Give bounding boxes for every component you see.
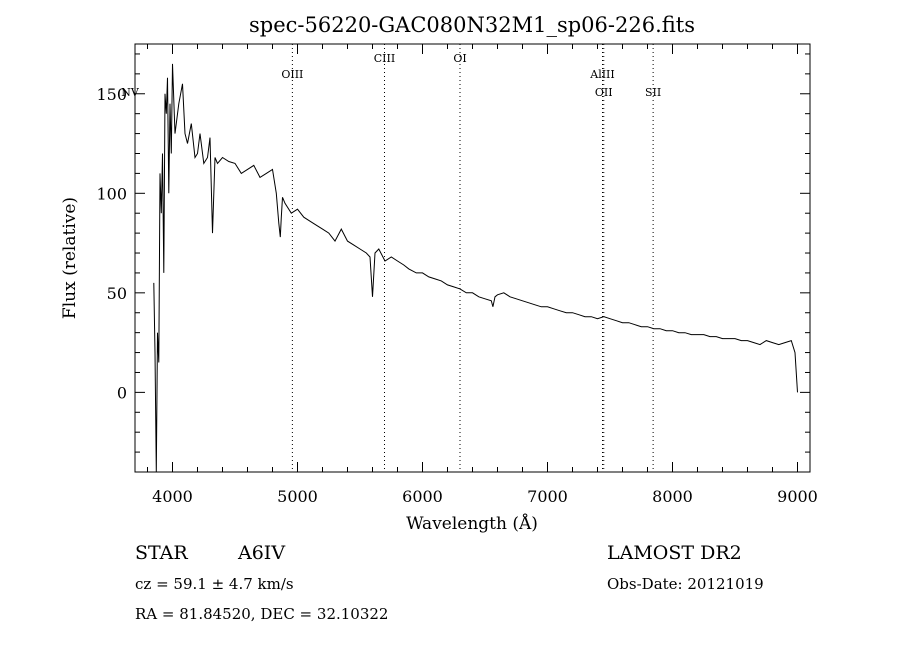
y-tick-label: 150 <box>96 85 127 104</box>
class-label: STAR <box>135 542 188 564</box>
x-tick-label: 9000 <box>777 487 818 506</box>
x-tick-label: 8000 <box>652 487 693 506</box>
x-tick-label: 7000 <box>527 487 568 506</box>
line-label-ciii: CIII <box>374 52 395 65</box>
survey-label: LAMOST DR2 <box>607 542 742 564</box>
line-label-oi: OI <box>453 52 466 65</box>
x-axis-label: Wavelength (Å) <box>406 513 538 534</box>
line-label-sii: SII <box>645 86 661 99</box>
x-axis-ticks: 4000 5000 6000 7000 8000 9000 <box>147 44 818 506</box>
x-tick-label: 4000 <box>152 487 193 506</box>
redshift-text: cz = 59.1 ± 4.7 km/s <box>135 575 294 593</box>
coordinates-text: RA = 81.84520, DEC = 32.10322 <box>135 605 388 623</box>
obs-date-text: Obs-Date: 20121019 <box>607 575 764 593</box>
line-label-nv: NV <box>121 86 140 99</box>
line-label-oii: OII <box>595 86 613 99</box>
y-tick-label: 100 <box>96 184 127 203</box>
spectrum-series-line <box>153 63 798 473</box>
x-tick-label: 5000 <box>277 487 318 506</box>
spectral-line-markers: NV OIII CIII OI AlIII OII SII <box>121 44 661 472</box>
chart-title: spec-56220-GAC080N32M1_sp06-226.fits <box>249 13 695 37</box>
x-tick-label: 6000 <box>402 487 443 506</box>
line-label-oiii: OIII <box>281 68 303 81</box>
subclass-label: A6IV <box>237 542 285 564</box>
line-label-aliii: AlIII <box>589 68 615 81</box>
y-axis-ticks: 0 50 100 150 <box>96 53 810 473</box>
y-tick-label: 50 <box>107 284 127 303</box>
plot-frame <box>134 43 811 473</box>
y-tick-label: 0 <box>117 383 127 402</box>
y-axis-label: Flux (relative) <box>60 197 80 319</box>
